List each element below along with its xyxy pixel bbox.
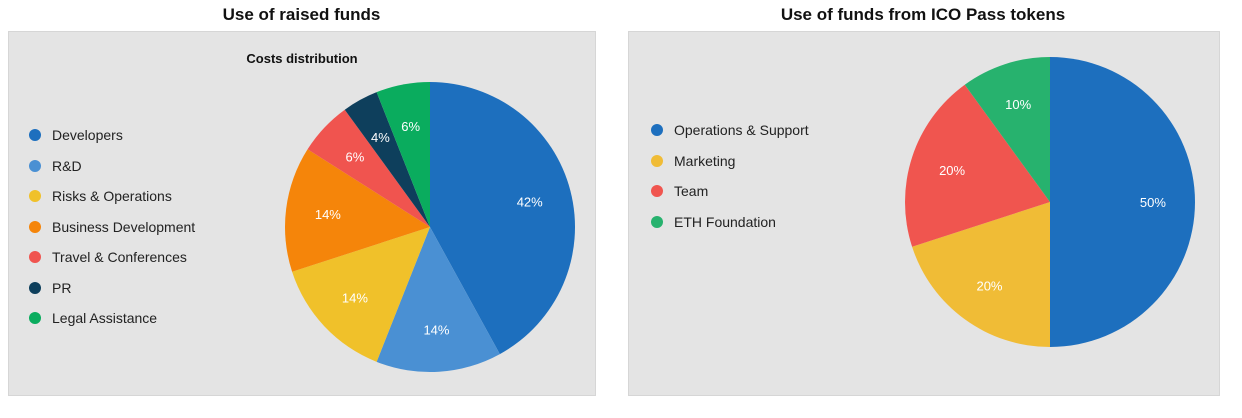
pie-data-label: 50% [1140, 195, 1166, 210]
legend-item-team: Team [651, 176, 809, 207]
chart-title: Use of funds from ICO Pass tokens [780, 5, 1066, 24]
pie-data-label: 10% [1005, 97, 1031, 112]
legend-item-pr: PR [29, 273, 195, 304]
pie-chart-ico-pass: 50% 20% 20% 10% [905, 57, 1195, 347]
pie-slice-pr [344, 92, 430, 228]
pie-slice-legal-assistance [376, 82, 430, 227]
legend-label: Business Development [52, 218, 196, 235]
legend-swatch [29, 220, 41, 233]
legend-swatch [651, 215, 663, 228]
pie-slice-eth-foundation [964, 57, 1050, 202]
legend-swatch [651, 124, 663, 137]
legend-item-marketing: Marketing [651, 146, 809, 177]
pie-data-label: 20% [976, 278, 1002, 293]
pie-slice-team [905, 84, 1050, 247]
pie-data-label: 14% [342, 290, 368, 305]
legend-label: Operations & Support [674, 122, 809, 139]
legend-label: Risks & Operations [52, 188, 172, 205]
legend-item-developers: Developers [29, 120, 195, 151]
pie-slice-risks-and-operations [292, 227, 430, 362]
legend-swatch [29, 312, 41, 325]
chart-subtitle: Costs distribution [246, 51, 358, 66]
legend-label: Team [674, 183, 709, 200]
legend-item-travel-and-conferences: Travel & Conferences [29, 242, 195, 273]
legend-item-randd: R&D [29, 151, 195, 182]
pie-slice-marketing [912, 202, 1050, 347]
pie-data-label: 4% [371, 130, 390, 145]
legend-label: R&D [52, 157, 82, 174]
legend-swatch [651, 185, 663, 198]
pie-data-label: 6% [401, 119, 420, 134]
legend-item-legal-assistance: Legal Assistance [29, 303, 195, 334]
pie-slice-randd [376, 227, 500, 372]
pie-data-label: 6% [346, 150, 365, 165]
legend-label: PR [52, 279, 72, 296]
chart-legend: Developers R&D Risks & Operations Business … [29, 120, 195, 334]
chart-ico-pass-funds: Use of funds from ICO Pass tokens [628, 0, 1218, 30]
pie-data-label: 14% [423, 323, 449, 338]
legend-item-eth-foundation: ETH Foundation [651, 207, 809, 238]
pie-slice-travel-and-conferences [307, 109, 430, 227]
legend-swatch [29, 190, 41, 203]
legend-swatch [29, 159, 41, 172]
chart-title: Use of raised funds [222, 5, 381, 24]
legend-item-operations-and-support: Operations & Support [651, 115, 809, 146]
pie-data-label: 20% [939, 163, 965, 178]
pie-data-label: 14% [315, 207, 341, 222]
legend-item-business-development: Business Development [29, 212, 195, 243]
legend-label: ETH Foundation [674, 213, 776, 230]
legend-label: Developers [52, 127, 123, 144]
legend-swatch [651, 154, 663, 167]
pie-slice-operations-and-support [1050, 57, 1195, 347]
pie-slice-developers [430, 82, 575, 355]
pie-slice-business-development [285, 149, 430, 272]
chart-raised-funds: Use of raised funds [8, 0, 595, 30]
legend-swatch [29, 129, 41, 142]
pie-data-label: 42% [517, 194, 543, 209]
legend-label: Travel & Conferences [52, 249, 187, 266]
legend-label: Marketing [674, 152, 736, 169]
chart-legend: Operations & Support Marketing Team ETH Fou… [651, 115, 809, 237]
legend-swatch [29, 251, 41, 264]
pie-chart-costs: 42% 14% 14% 14% 6% 4% 6% [285, 82, 575, 372]
legend-swatch [29, 281, 41, 294]
legend-label: Legal Assistance [52, 310, 158, 327]
legend-item-risks-and-operations: Risks & Operations [29, 181, 195, 212]
